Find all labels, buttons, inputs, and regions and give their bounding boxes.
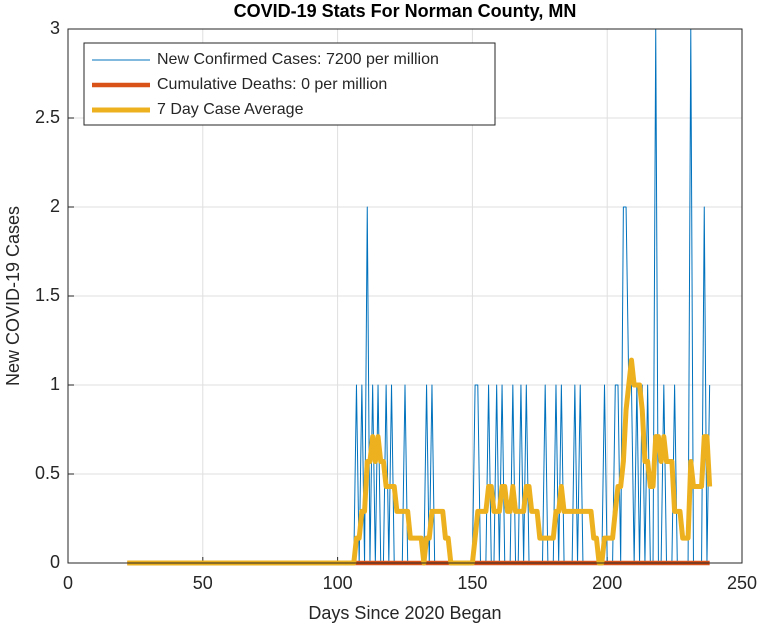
y-tick-label: 3	[50, 18, 60, 38]
chart-title: COVID-19 Stats For Norman County, MN	[234, 1, 577, 21]
axes-box	[67, 28, 743, 564]
x-tick-label: 0	[63, 573, 73, 593]
y-tick-label: 0.5	[35, 463, 60, 483]
y-tick-label: 1.5	[35, 285, 60, 305]
legend-label: Cumulative Deaths: 0 per million	[157, 76, 387, 93]
legend-label: 7 Day Case Average	[157, 101, 304, 118]
y-tick-label: 2	[50, 196, 60, 216]
legend-box	[83, 42, 496, 126]
x-tick-label: 150	[457, 573, 487, 593]
x-tick-label: 250	[727, 573, 757, 593]
legend: New Confirmed Cases: 7200 per million Cum…	[83, 42, 496, 126]
x-tick-label: 200	[592, 573, 622, 593]
y-tick-label: 0	[50, 552, 60, 572]
x-tick-label: 100	[323, 573, 353, 593]
y-tick-label: 2.5	[35, 107, 60, 127]
x-axis-label: Days Since 2020 Began	[308, 603, 501, 623]
legend-label: New Confirmed Cases: 7200 per million	[157, 51, 439, 68]
y-axis-label: New COVID-19 Cases	[3, 206, 23, 386]
y-tick-label: 1	[50, 374, 60, 394]
x-tick-label: 50	[193, 573, 213, 593]
